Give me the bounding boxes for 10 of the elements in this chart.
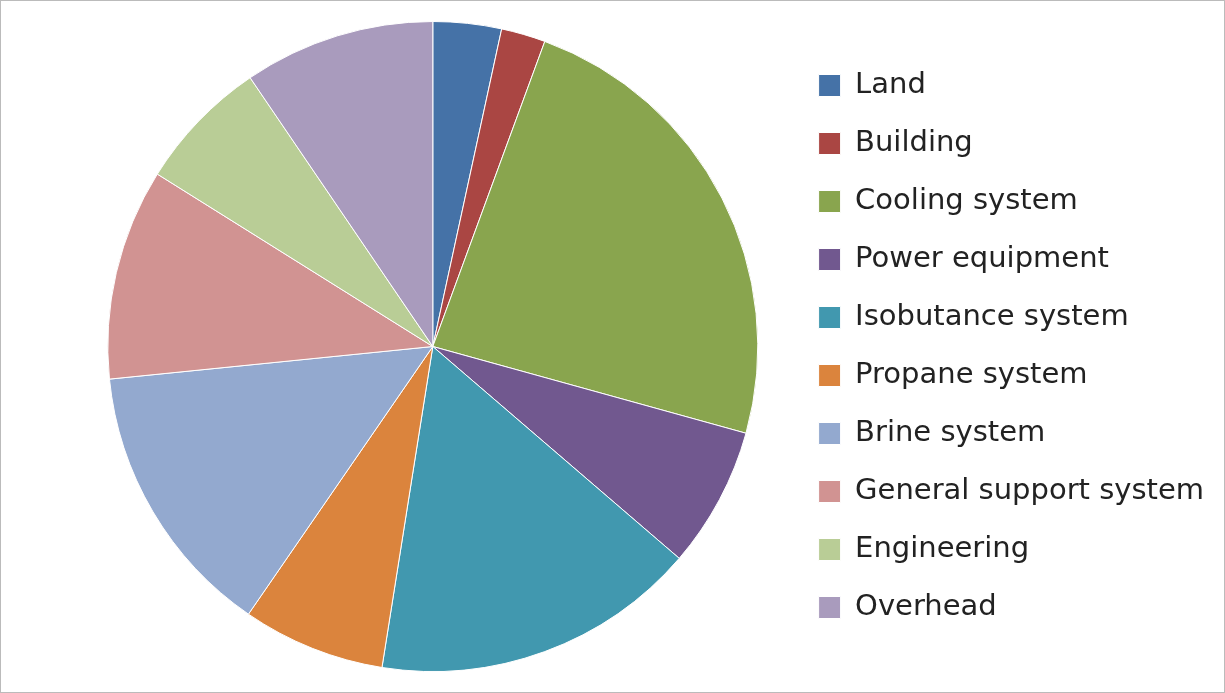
legend-label: Isobutance system <box>855 298 1129 333</box>
legend-label: Brine system <box>855 414 1046 449</box>
legend-label: General support system <box>855 472 1204 507</box>
legend-label: Cooling system <box>855 182 1078 217</box>
legend-label: Propane system <box>855 356 1088 391</box>
legend-label: Land <box>855 66 926 101</box>
legend-label: Building <box>855 124 973 159</box>
legend-label: Overhead <box>855 588 997 623</box>
legend-label: Engineering <box>855 530 1030 565</box>
legend-label: Power equipment <box>855 240 1109 275</box>
